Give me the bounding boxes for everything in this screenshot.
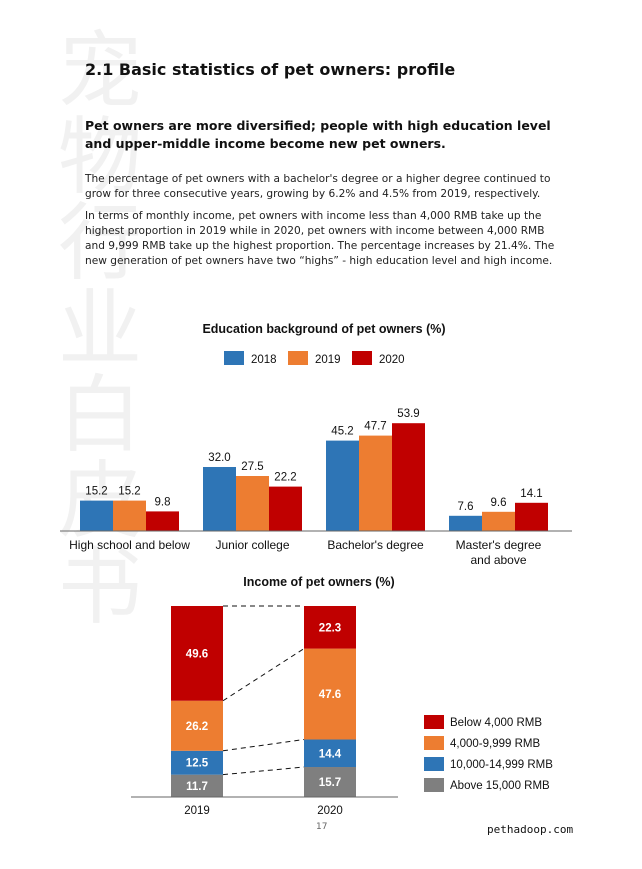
body-paragraph-2: In terms of monthly income, pet owners w…: [85, 210, 555, 267]
legend-swatch: [424, 778, 444, 792]
bar: [80, 500, 113, 531]
data-label: 11.7: [186, 781, 208, 793]
data-label: 32.0: [208, 452, 230, 464]
stack-segment: [304, 739, 356, 768]
bar: [515, 502, 548, 531]
legend-swatch: [288, 351, 308, 365]
category-label: Bachelor's degree: [327, 538, 424, 552]
watermark-char: 业: [58, 280, 143, 378]
body-paragraph-1: The percentage of pet owners with a bach…: [85, 173, 551, 200]
data-label: 49.6: [186, 648, 208, 660]
watermark-char: 物: [58, 108, 143, 206]
data-label: 22.2: [274, 472, 296, 484]
data-label: 9.8: [155, 496, 171, 508]
chart-title: Income of pet owners (%): [243, 575, 394, 589]
page-number: 17: [316, 822, 328, 832]
data-label: 15.2: [118, 486, 140, 498]
stack-segment: [304, 767, 356, 797]
data-label: 9.6: [491, 497, 507, 509]
category-label: 2019: [184, 805, 210, 817]
legend-label: 2019: [315, 354, 341, 366]
bar: [203, 467, 236, 531]
section-title: 2.1 Basic statistics of pet owners: prof…: [85, 60, 456, 79]
data-label: 45.2: [331, 426, 353, 438]
bar: [113, 500, 146, 531]
legend-swatch: [224, 351, 244, 365]
legend-label: 4,000-9,999 RMB: [450, 738, 540, 750]
category-label: High school and below: [69, 538, 190, 552]
category-label: Master's degree: [456, 538, 542, 552]
bar: [269, 486, 302, 531]
legend-label: 2018: [251, 354, 277, 366]
category-label: Junior college: [215, 538, 289, 552]
watermark-char: 宠: [58, 22, 143, 120]
data-label: 14.1: [520, 488, 542, 500]
category-label: and above: [470, 553, 526, 567]
data-label: 14.4: [319, 748, 342, 760]
legend-label: Below 4,000 RMB: [450, 717, 542, 729]
stack-segment: [304, 648, 356, 740]
chart-title: Education background of pet owners (%): [202, 322, 445, 336]
bar: [482, 511, 515, 531]
data-label: 26.2: [186, 721, 208, 733]
income-chart: Income of pet owners (%) 11.7 12.5 26.2 49.6…: [131, 575, 553, 817]
data-label: 7.6: [458, 501, 474, 513]
watermark-char: 行: [58, 194, 143, 292]
legend-swatch: [424, 757, 444, 771]
stack-segment: [171, 774, 223, 797]
connector-line: [222, 739, 305, 752]
legend-label: Above 15,000 RMB: [450, 780, 550, 792]
education-chart: Education background of pet owners (%) 20…: [60, 322, 572, 567]
data-label: 47.6: [319, 689, 341, 701]
stack-segment: [171, 700, 223, 751]
bar: [449, 515, 482, 531]
legend-swatch: [424, 715, 444, 729]
data-label: 12.5: [186, 758, 209, 770]
data-label: 15.2: [85, 486, 107, 498]
data-label: 27.5: [241, 461, 263, 473]
watermark-char: 书: [58, 538, 143, 636]
stack-segment: [171, 750, 223, 775]
data-label: 53.9: [397, 408, 419, 420]
legend-label: 10,000-14,999 RMB: [450, 759, 553, 771]
bar: [326, 440, 359, 531]
legend-swatch: [424, 736, 444, 750]
legend-label: 2020: [379, 354, 405, 366]
bar: [392, 423, 425, 531]
bar: [359, 435, 392, 531]
stack-segment: [171, 606, 223, 701]
category-label: 2020: [317, 805, 343, 817]
lead-paragraph: Pet owners are more diversified; people …: [85, 118, 551, 151]
data-label: 22.3: [319, 622, 341, 634]
watermark-char: 白: [58, 366, 143, 464]
stack-segment: [304, 606, 356, 649]
data-label: 47.7: [364, 421, 386, 433]
connector-line: [222, 648, 305, 702]
bar: [146, 511, 179, 531]
connector-line: [222, 766, 305, 776]
data-label: 15.7: [319, 777, 341, 789]
bar: [236, 476, 269, 531]
legend-swatch: [352, 351, 372, 365]
site-url: pethadoop.com: [487, 823, 574, 836]
